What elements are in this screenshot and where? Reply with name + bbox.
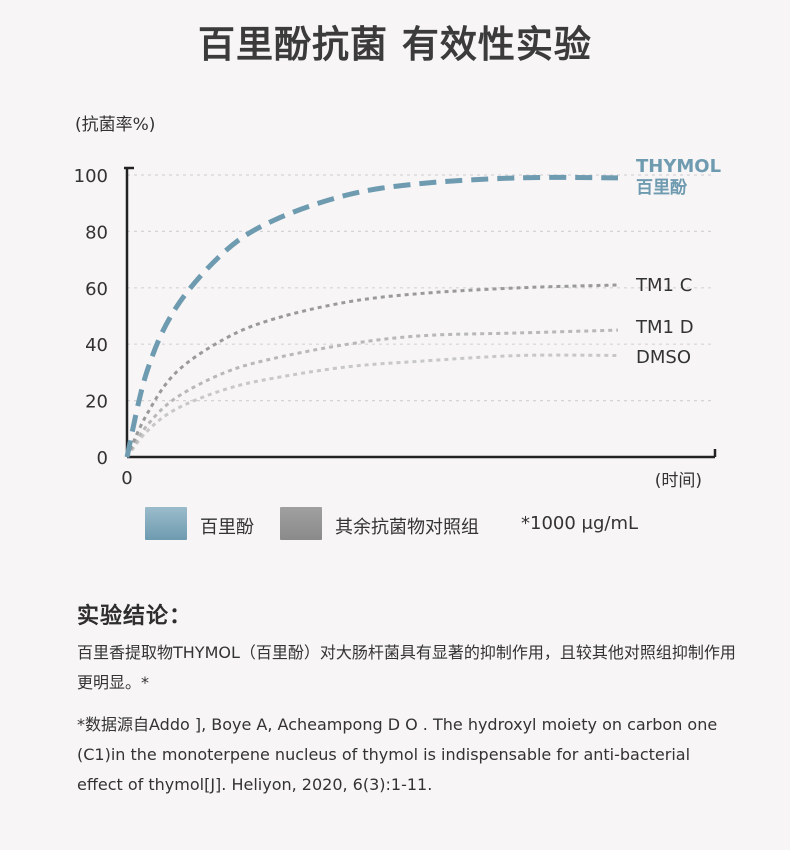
- y-tick-label: 40: [85, 335, 108, 356]
- y-tick-label: 20: [85, 392, 108, 413]
- series-line-tm1-d: [125, 328, 619, 458]
- series-line-thymol: [124, 174, 619, 458]
- chart-container: (抗菌率%) 0 20 40 60 80 100 0 (时间) THYMOL 百里酚 TM1 C TM1…: [0, 100, 790, 491]
- legend-label-others: 其余抗菌物对照组: [335, 517, 479, 538]
- series-label-tm1-c: TM1 C: [635, 275, 692, 296]
- series-label-dmso: DMSO: [636, 347, 691, 368]
- legend-swatch-others: [280, 507, 322, 540]
- page-title: 百里酚抗菌 有效性实验: [198, 23, 592, 66]
- series-line-tm1-c: [125, 283, 619, 458]
- x-axis-label: (时间): [655, 471, 702, 490]
- conclusion-body: 百里香提取物THYMOL（百里酚）对大肠杆菌具有显著的抑制作用，且较其他对照组抑…: [77, 643, 736, 692]
- y-axis-label: (抗菌率%): [75, 115, 155, 135]
- chart-legend: 百里酚 其余抗菌物对照组 *1000 μg/mL: [145, 505, 705, 541]
- series-line-dmso: [125, 353, 619, 458]
- y-tick-label: 80: [85, 222, 108, 243]
- x-origin-label: 0: [121, 468, 132, 489]
- series-label-thymol-cn: 百里酚: [636, 178, 688, 198]
- series-label-thymol: THYMOL: [636, 156, 721, 177]
- conclusion-heading: 实验结论：: [77, 604, 193, 629]
- legend-note: *1000 μg/mL: [521, 513, 639, 534]
- series-label-tm1-d: TM1 D: [635, 317, 694, 338]
- reference-citation: *数据源自Addo ], Boye A, Acheampong D O . Th…: [77, 715, 718, 794]
- y-tick-label: 100: [74, 166, 108, 187]
- y-tick-label: 0: [97, 448, 108, 469]
- legend-label-thymol: 百里酚: [200, 517, 254, 538]
- legend-swatch-thymol: [145, 507, 187, 540]
- y-tick-label: 60: [85, 279, 108, 300]
